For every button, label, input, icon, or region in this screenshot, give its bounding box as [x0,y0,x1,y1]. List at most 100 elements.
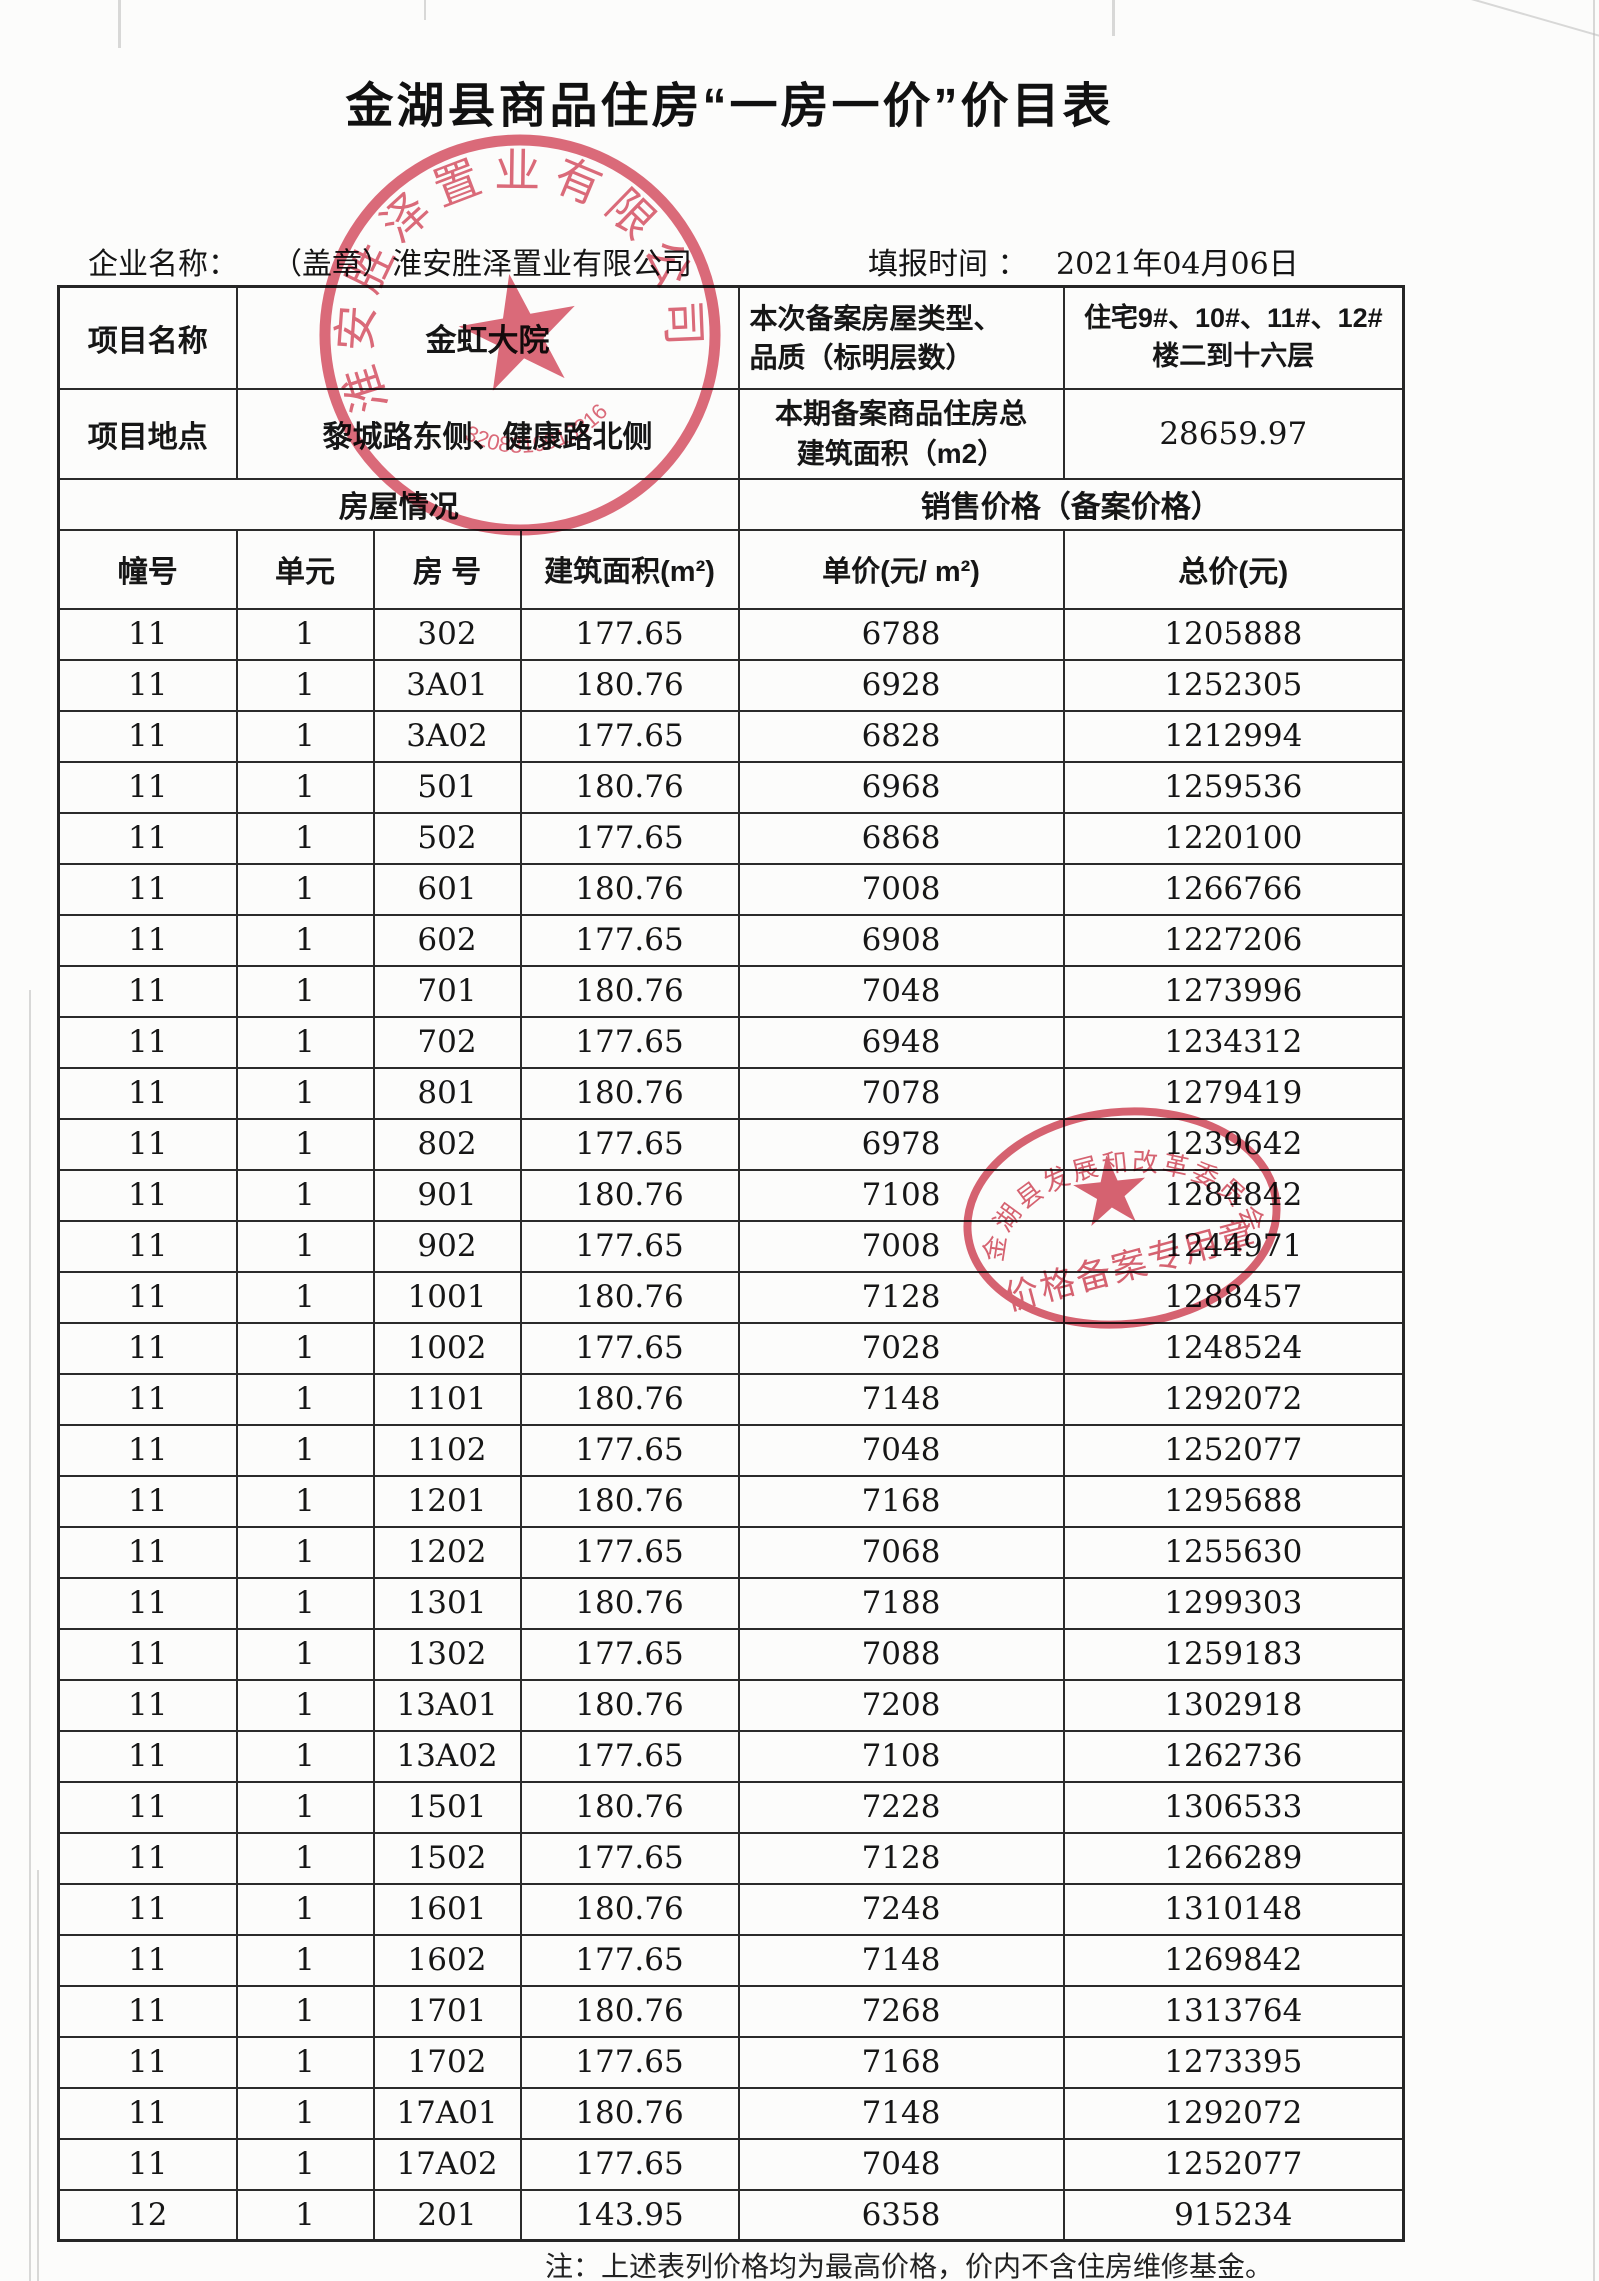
cell: 180.76 [519,964,740,1018]
cell: 1 [235,1729,375,1783]
house-type-value: 住宅9#、10#、11#、12# 楼二到十六层 [1062,285,1405,390]
company-name-value: （盖章）淮安胜泽置业有限公司 [272,247,692,282]
cell: 1239642 [1062,1117,1405,1171]
cell: 11 [57,1117,238,1171]
cell: 1244971 [1062,1219,1405,1273]
cell: 7168 [737,1474,1065,1528]
cell: 1 [235,1576,375,1630]
cell: 177.65 [519,709,740,763]
cell: 6968 [737,760,1065,814]
cell: 6948 [737,1015,1065,1069]
cell: 11 [57,1066,238,1120]
cell: 3A01 [372,658,522,712]
cell: 11 [57,2086,238,2140]
scan-artifact [1593,0,1595,2281]
cell: 1302 [372,1627,522,1681]
cell: 6908 [737,913,1065,967]
table-row: 11 1 1001 180.76 7128 1288457 [57,1270,1405,1324]
cell: 11 [57,1780,238,1834]
table-row: 11 1 702 177.65 6948 1234312 [57,1015,1405,1069]
cell: 177.65 [519,1627,740,1681]
cell: 11 [57,1984,238,2038]
cell: 11 [57,760,238,814]
cell: 6788 [737,607,1065,661]
cell: 1306533 [1062,1780,1405,1834]
cell: 1 [235,1066,375,1120]
cell: 6868 [737,811,1065,865]
cell: 1288457 [1062,1270,1405,1324]
cell: 11 [57,862,238,916]
table-row: 11 1 901 180.76 7108 1284842 [57,1168,1405,1222]
cell: 1255630 [1062,1525,1405,1579]
cell: 1 [235,1117,375,1171]
cell: 177.65 [519,913,740,967]
cell: 1202 [372,1525,522,1579]
cell: 7128 [737,1831,1065,1885]
filing-date-value: 2021年04月06日 [1056,247,1299,282]
cell: 177.65 [519,1219,740,1273]
cell: 7008 [737,862,1065,916]
cell: 11 [57,1321,238,1375]
table-row: 11 1 3A01 180.76 6928 1252305 [57,658,1405,712]
cell: 1212994 [1062,709,1405,763]
cell: 1 [235,1372,375,1426]
house-type-label: 本次备案房屋类型、 品质（标明层数） [737,285,1065,390]
table-row: 11 1 17A01 180.76 7148 1292072 [57,2086,1405,2140]
cell: 1 [235,1168,375,1222]
cell: 11 [57,1627,238,1681]
cell: 177.65 [519,1321,740,1375]
cell: 1 [235,2188,375,2242]
cell: 1 [235,1219,375,1273]
cell: 1266766 [1062,862,1405,916]
cell: 302 [372,607,522,661]
cell: 177.65 [519,811,740,865]
cell: 1 [235,1678,375,1732]
cell: 11 [57,1015,238,1069]
total-area-value: 28659.97 [1062,387,1405,480]
cell: 177.65 [519,1729,740,1783]
cell: 177.65 [519,2137,740,2191]
cell: 1269842 [1062,1933,1405,1987]
cell: 7128 [737,1270,1065,1324]
table-row: 11 1 1202 177.65 7068 1255630 [57,1525,1405,1579]
cell: 1502 [372,1831,522,1885]
column-header-1: 单元 [235,528,375,610]
cell: 1313764 [1062,1984,1405,2038]
cell: 143.95 [519,2188,740,2242]
housing-section-title: 房屋情况 [57,477,740,531]
cell: 1 [235,1270,375,1324]
cell: 11 [57,1219,238,1273]
cell: 502 [372,811,522,865]
cell: 11 [57,1933,238,1987]
cell: 1259536 [1062,760,1405,814]
cell: 1 [235,1933,375,1987]
cell: 7048 [737,2137,1065,2191]
table-row: 11 1 802 177.65 6978 1239642 [57,1117,1405,1171]
cell: 7028 [737,1321,1065,1375]
cell: 11 [57,1678,238,1732]
project-name-label: 项目名称 [57,285,238,390]
cell: 1 [235,760,375,814]
cell: 180.76 [519,1984,740,2038]
section-title-row: 房屋情况 销售价格（备案价格） [57,477,1405,531]
table-row: 11 1 1601 180.76 7248 1310148 [57,1882,1405,1936]
column-header-row: 幢号 单元房 号建筑面积(m²) 单价(元/ m²) 总价(元) [57,528,1405,610]
cell: 901 [372,1168,522,1222]
cell: 1 [235,1474,375,1528]
cell: 11 [57,709,238,763]
cell: 1501 [372,1780,522,1834]
cell: 1 [235,1321,375,1375]
cell: 1001 [372,1270,522,1324]
cell: 11 [57,1882,238,1936]
cell: 7208 [737,1678,1065,1732]
cell: 7108 [737,1729,1065,1783]
cell: 1279419 [1062,1066,1405,1120]
cell: 11 [57,1729,238,1783]
cell: 1 [235,811,375,865]
cell: 1 [235,964,375,1018]
cell: 1 [235,1984,375,2038]
cell: 180.76 [519,1066,740,1120]
cell: 177.65 [519,607,740,661]
scan-artifact [118,0,121,48]
